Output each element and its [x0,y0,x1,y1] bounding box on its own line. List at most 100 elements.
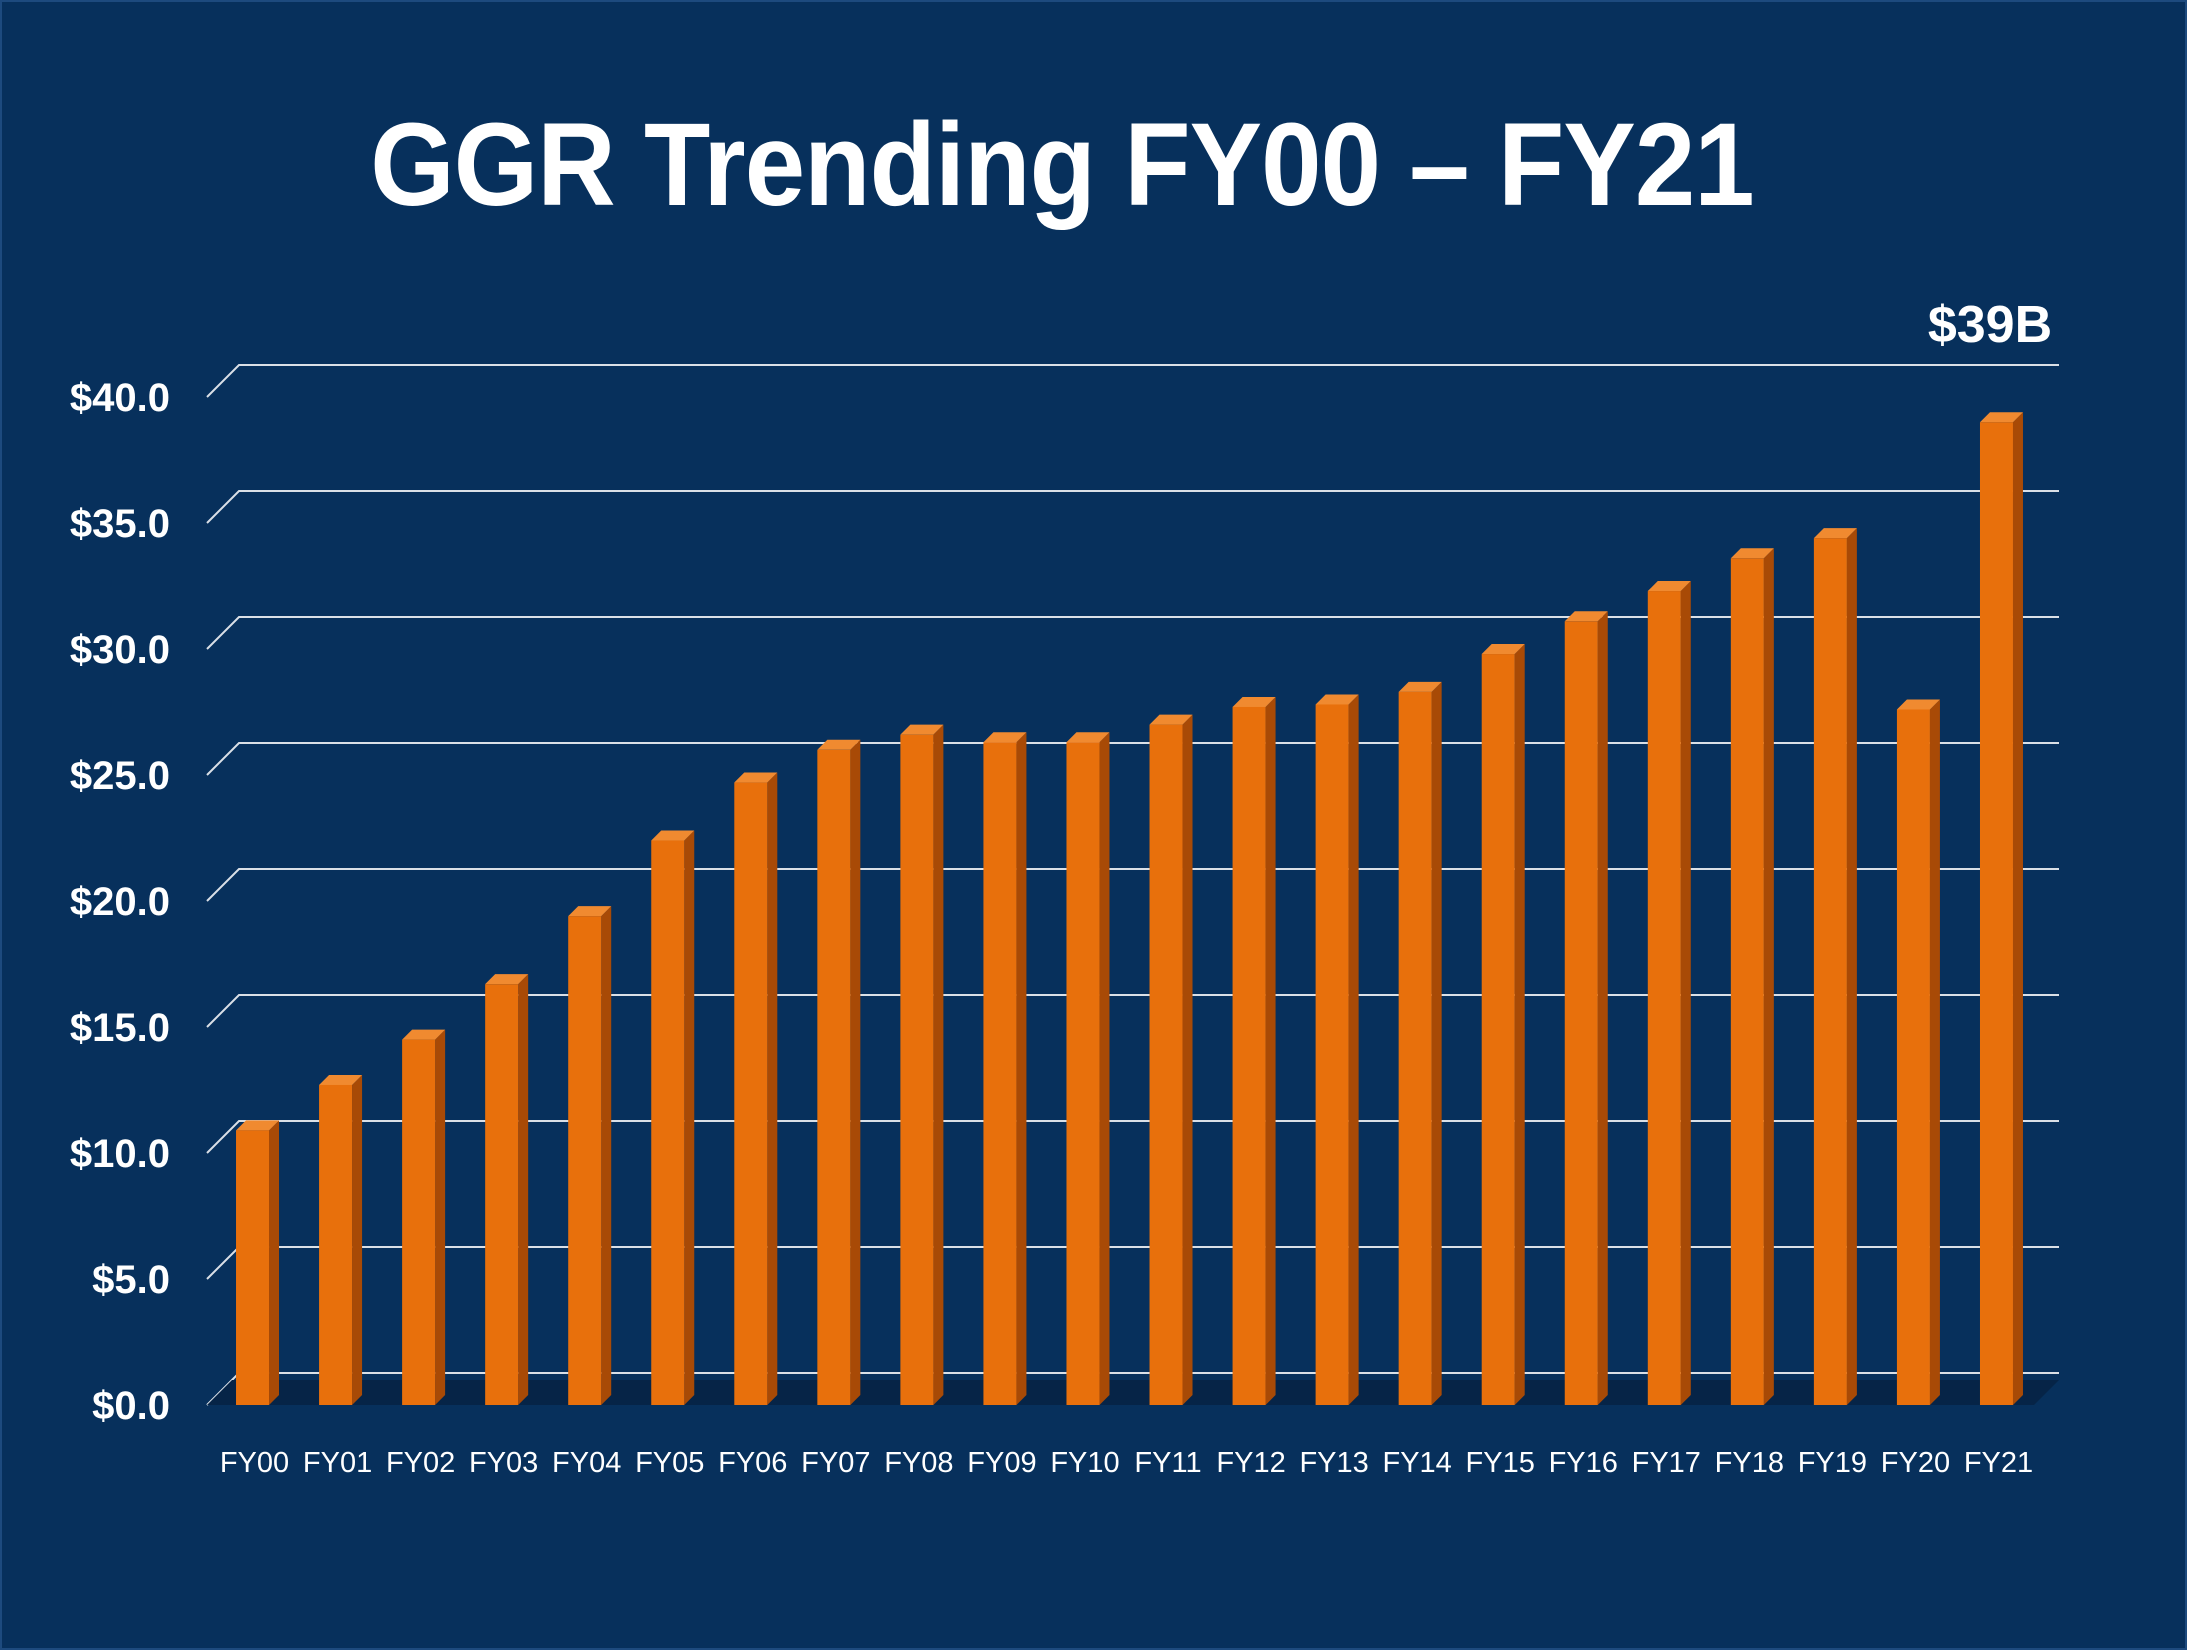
y-tick-label: $35.0 [70,502,170,546]
bar-top [568,906,612,917]
x-tick-label: FY08 [884,1447,953,1479]
bar-side [850,739,861,1405]
x-tick-label: FY20 [1881,1447,1950,1479]
x-tick-label: FY21 [1964,1447,2033,1479]
y-tick-label: $25.0 [70,754,170,798]
y-tick-label: $40.0 [70,376,170,420]
bar-front [1813,538,1847,1405]
bar-front [1730,558,1764,1405]
bar-side [1514,644,1525,1405]
gridline [206,994,2059,1028]
bar-top [1564,611,1608,622]
x-tick-label: FY01 [303,1447,372,1479]
bar-FY19 [1813,528,1857,1405]
bar-front [1066,742,1100,1405]
bar-side [767,772,778,1405]
bar-front [1896,709,1930,1405]
bar-top [1979,412,2023,423]
bar-front [734,782,768,1405]
bar-top [1398,681,1442,692]
bar-side [1846,528,1857,1405]
bar-front [1481,654,1515,1405]
bar-front [1398,691,1432,1405]
bar-side [1182,714,1193,1405]
floor-plane [207,1380,2059,1405]
bar-FY17 [1647,581,1691,1405]
bar-side [933,724,944,1405]
x-tick-label: FY06 [718,1447,787,1479]
bar-top [1066,732,1110,743]
bar-side [518,974,529,1405]
x-tick-label: FY11 [1134,1447,1201,1479]
bar-FY14 [1398,681,1442,1405]
bar-FY00 [236,1120,280,1405]
bar-side [1016,732,1027,1405]
gridline [206,742,2059,776]
bar-FY03 [485,974,529,1405]
bar-FY08 [900,724,944,1405]
bar-front [568,916,602,1405]
bar-FY15 [1481,644,1525,1405]
gridline [206,616,2059,650]
bar-side [2012,412,2023,1405]
bar-front [651,840,685,1405]
bar-top [1730,548,1774,559]
y-tick-label: $20.0 [70,880,170,924]
bar-front [817,749,851,1405]
bar-FY20 [1896,699,1940,1405]
bar-FY01 [319,1074,363,1405]
bar-FY06 [734,772,778,1405]
bar-FY10 [1066,732,1110,1405]
annotation-label: $39B [1928,296,2052,354]
bar-side [1597,611,1608,1405]
y-tick-label: $10.0 [70,1132,170,1176]
x-tick-label: FY15 [1466,1447,1535,1479]
bar-top [1232,696,1276,707]
y-axis-ticks: $0.0 $5.0 $10.0 $15.0 $20.0 $25.0 $30.0 $35.0 $4… [70,376,170,1428]
bar-side [684,830,695,1405]
x-tick-label: FY07 [801,1447,870,1479]
bar-top [236,1120,280,1131]
x-tick-label: FY00 [220,1447,289,1479]
bar-side [1763,548,1774,1405]
bar-front [1564,621,1598,1405]
x-tick-label: FY02 [386,1447,455,1479]
bar-FY13 [1315,694,1359,1405]
x-tick-label: FY09 [967,1447,1036,1479]
x-tick-label: FY04 [552,1447,621,1479]
bar-top [1149,714,1193,725]
chart-floor [207,1380,2059,1405]
bar-FY16 [1564,611,1608,1405]
bar-FY11 [1149,714,1193,1405]
bar-side [435,1029,446,1405]
bar-side [1099,732,1110,1405]
bar-side [1265,696,1276,1405]
y-tick-label: $30.0 [70,628,170,672]
bar-top [1481,644,1525,655]
bar-front [485,984,519,1405]
bar-top [817,739,861,750]
y-tick-label: $15.0 [70,1006,170,1050]
bar-top [1315,694,1359,705]
bar-front [900,734,934,1405]
bar-front [1149,724,1183,1405]
bar-top [734,772,778,783]
gridline [206,490,2059,524]
bar-side [1348,694,1359,1405]
bar-FY12 [1232,696,1276,1405]
x-axis-labels: FY00 FY01 FY02 FY03 FY04 FY05 FY06 FY07 FY08 FY09… [220,1447,2033,1479]
bar-front [983,742,1017,1405]
bar-side [1680,581,1691,1405]
bar-top [1896,699,1940,710]
gridline [206,1120,2059,1154]
bar-top [1647,581,1691,592]
gridlines [206,364,2059,1406]
bar-top [1813,528,1857,539]
x-tick-label: FY05 [635,1447,704,1479]
bar-top [485,974,529,985]
bar-FY07 [817,739,861,1405]
x-tick-label: FY18 [1715,1447,1784,1479]
bar-top [319,1074,363,1085]
x-tick-label: FY10 [1050,1447,1119,1479]
